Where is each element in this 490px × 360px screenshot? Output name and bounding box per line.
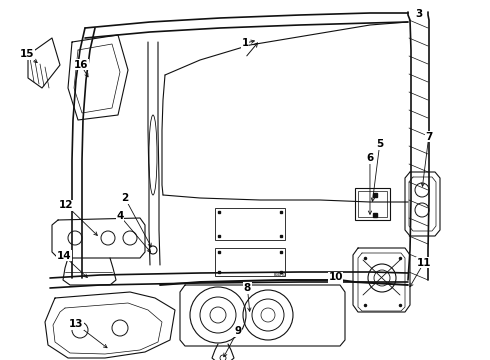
Text: BODMO: BODMO [274,273,286,277]
Text: 10: 10 [328,272,343,282]
Text: 13: 13 [69,319,83,329]
Text: 2: 2 [122,193,128,203]
Text: 7: 7 [425,132,433,142]
Text: 4: 4 [116,211,124,221]
Text: 3: 3 [416,9,422,19]
Text: 14: 14 [56,251,71,261]
Text: 1: 1 [242,38,248,48]
Text: 8: 8 [244,283,251,293]
Bar [358,191,387,217]
Text: 9: 9 [234,326,241,336]
Text: 16: 16 [74,60,88,70]
Text: 6: 6 [367,153,373,163]
Text: 15: 15 [20,49,34,59]
Bar [215,248,285,276]
Text: 5: 5 [376,139,383,149]
Bar [215,208,285,240]
Text: 11: 11 [416,258,431,268]
Bar [355,188,390,220]
Text: 12: 12 [59,200,74,210]
